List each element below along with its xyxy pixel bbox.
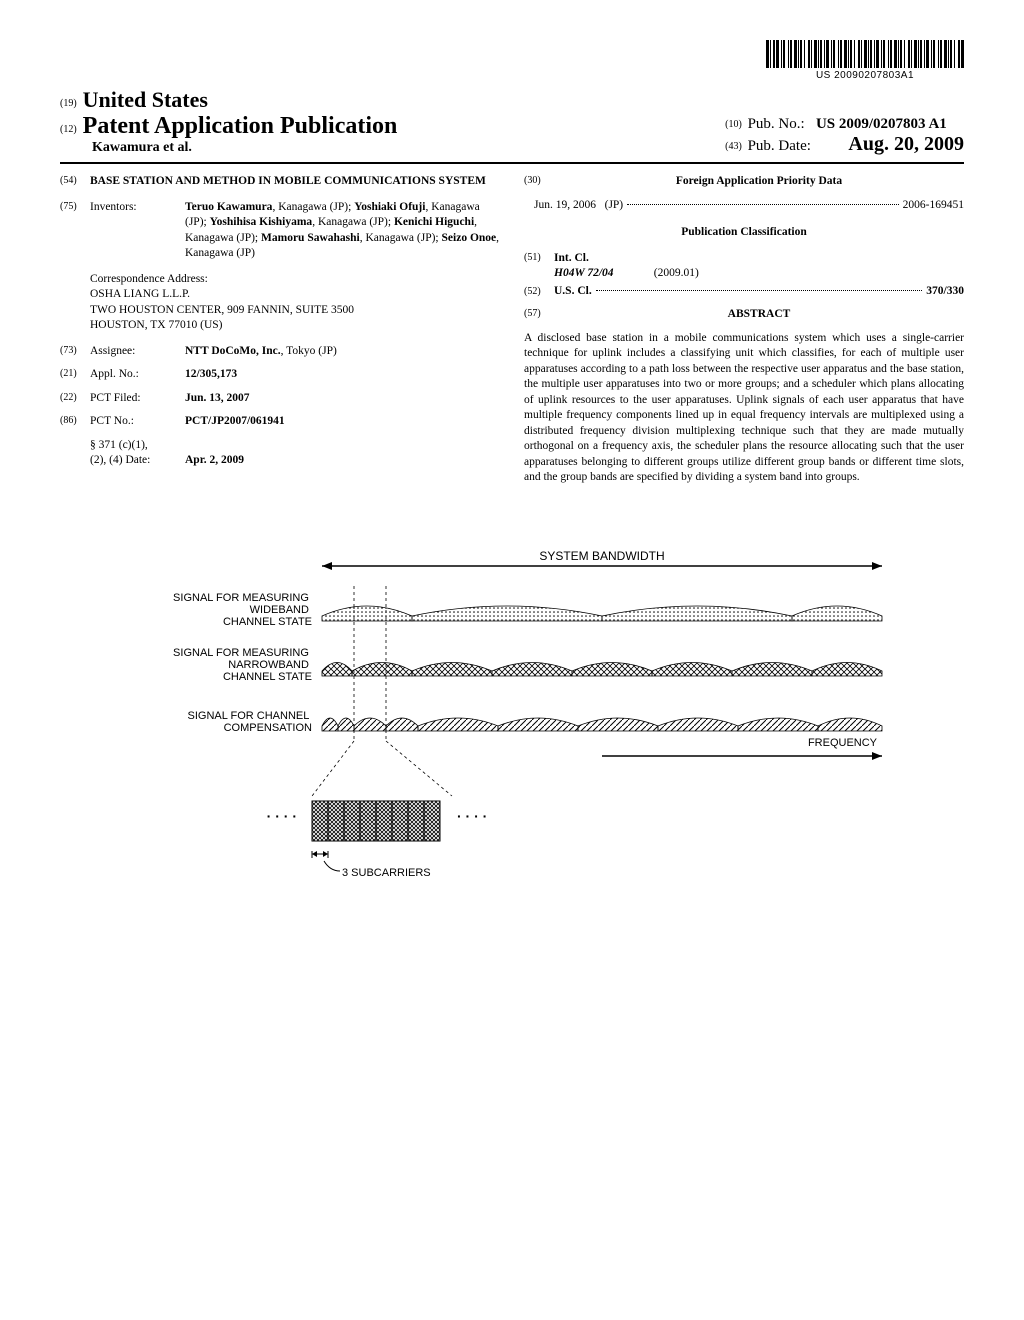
columns: (54) BASE STATION AND METHOD IN MOBILE C… [60, 174, 964, 486]
applno-label: Appl. No.: [90, 367, 185, 383]
assignee-value: NTT DoCoMo, Inc., Tokyo (JP) [185, 344, 500, 360]
foreign-date: Jun. 19, 2006 [534, 198, 596, 214]
pubclass-title: Publication Classification [524, 225, 964, 241]
label-subcarriers: 3 SUBCARRIERS [342, 867, 431, 879]
title-code: (54) [60, 174, 90, 190]
uscl-value: 370/330 [926, 284, 964, 300]
left-column: (54) BASE STATION AND METHOD IN MOBILE C… [60, 174, 500, 486]
pubno-label: Pub. No.: [748, 116, 805, 132]
pubno-prefix: (10) [725, 119, 742, 130]
foreign-number: 2006-169451 [903, 198, 964, 214]
uscl-code: (52) [524, 285, 554, 299]
s371-value: Apr. 2, 2009 [185, 453, 500, 469]
pubdate-label: Pub. Date: [748, 138, 811, 154]
pctfiled-code: (22) [60, 391, 90, 407]
label-compensation: SIGNAL FOR CHANNEL COMPENSATION [188, 710, 313, 734]
inventor-name: Teruo Kawamura [185, 201, 272, 213]
pctno-value: PCT/JP2007/061941 [185, 414, 500, 430]
dotted-leader [627, 204, 899, 205]
label-narrowband: SIGNAL FOR MEASURING NARROWBAND CHANNEL … [173, 647, 312, 683]
inventors-list: Teruo Kawamura, Kanagawa (JP); Yoshiaki … [185, 200, 500, 262]
pctno-label: PCT No.: [90, 414, 185, 430]
doc-type: Patent Application Publication [83, 113, 398, 139]
header-left: (19) United States (12) Patent Applicati… [60, 87, 397, 156]
detail-subcarriers [312, 801, 440, 841]
barcode-area: US 20090207803A1 [60, 40, 964, 83]
narrowband-bars [322, 662, 882, 676]
corr-label: Correspondence Address: [90, 272, 500, 288]
figure-title: SYSTEM BANDWIDTH [539, 549, 664, 563]
corr-line-0: OSHA LIANG L.L.P. [90, 287, 500, 303]
compensation-bars [322, 718, 882, 731]
abstract-text: A disclosed base station in a mobile com… [524, 331, 964, 486]
pubno-value: US 2009/0207803 A1 [816, 116, 947, 132]
intcl-label: Int. Cl. [554, 252, 589, 264]
inventor-name: Seizo Onoe [442, 232, 497, 244]
corr-line-1: TWO HOUSTON CENTER, 909 FANNIN, SUITE 35… [90, 303, 500, 319]
wideband-bars [322, 606, 882, 621]
pubdate-prefix: (43) [725, 141, 742, 152]
label-frequency: FREQUENCY [808, 737, 878, 749]
inventor-name: Yoshihisa Kishiyama [210, 216, 313, 228]
patent-title: BASE STATION AND METHOD IN MOBILE COMMUN… [90, 174, 500, 190]
barcode: US 20090207803A1 [766, 40, 964, 81]
correspondence-address: Correspondence Address: OSHA LIANG L.L.P… [90, 272, 500, 334]
barcode-number: US 20090207803A1 [766, 70, 964, 81]
s371-label: § 371 (c)(1), (2), (4) Date: [90, 438, 185, 469]
inventor-name: Mamoru Sawahashi [261, 232, 360, 244]
foreign-country: (JP) [605, 198, 624, 214]
figure-svg: SYSTEM BANDWIDTH SIGNAL FOR MEASURING WI… [112, 546, 912, 906]
inventors-code: (75) [60, 200, 90, 262]
applno-code: (21) [60, 367, 90, 383]
intcl-code: (51) [524, 251, 554, 282]
s371-code [60, 438, 90, 469]
right-column: (30) Foreign Application Priority Data J… [524, 174, 964, 486]
header-row: (19) United States (12) Patent Applicati… [60, 87, 964, 164]
label-wideband: SIGNAL FOR MEASURING WIDEBAND CHANNEL ST… [173, 592, 312, 628]
pctfiled-value: Jun. 13, 2007 [185, 391, 500, 407]
detail-dots-right: · · · · [457, 808, 487, 824]
dotted-leader-2 [596, 290, 923, 291]
intcl-year: (2009.01) [654, 267, 699, 279]
uscl-label: U.S. Cl. [554, 284, 592, 300]
pctfiled-label: PCT Filed: [90, 391, 185, 407]
pubdate-value: Aug. 20, 2009 [848, 133, 964, 155]
intcl-class: H04W 72/04 [554, 267, 614, 279]
corr-line-2: HOUSTON, TX 77010 (US) [90, 318, 500, 334]
detail-dots-left: · · · · [267, 808, 297, 824]
foreign-title: Foreign Application Priority Data [554, 174, 964, 190]
inventors-label: Inventors: [90, 200, 185, 262]
authors-line: Kawamura et al. [92, 140, 192, 155]
header-right: (10) Pub. No.: US 2009/0207803 A1 (43) P… [725, 116, 964, 156]
abstract-title: ABSTRACT [554, 307, 964, 323]
figure: SYSTEM BANDWIDTH SIGNAL FOR MEASURING WI… [60, 546, 964, 911]
inventor-name: Yoshiaki Ofuji [354, 201, 425, 213]
inventor-name: Kenichi Higuchi [394, 216, 474, 228]
foreign-code: (30) [524, 174, 554, 190]
abstract-code: (57) [524, 307, 554, 323]
doc-type-prefix: (12) [60, 124, 77, 135]
assignee-label: Assignee: [90, 344, 185, 360]
barcode-stripes [766, 40, 964, 68]
applno-value: 12/305,173 [185, 367, 500, 383]
country: United States [83, 87, 208, 112]
country-prefix: (19) [60, 98, 77, 109]
pctno-code: (86) [60, 414, 90, 430]
assignee-code: (73) [60, 344, 90, 360]
